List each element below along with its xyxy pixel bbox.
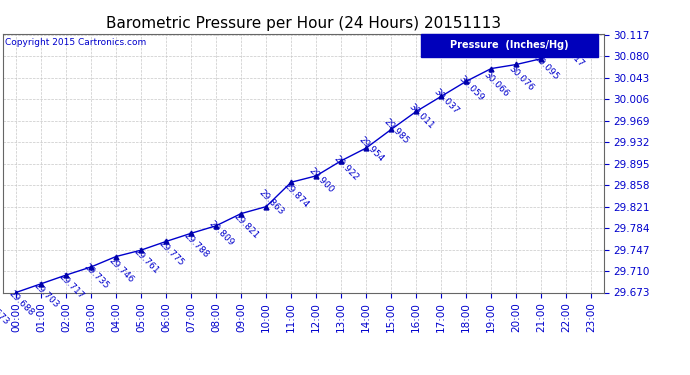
Text: 29.954: 29.954 <box>357 135 386 164</box>
Text: 29.746: 29.746 <box>107 256 135 284</box>
FancyBboxPatch shape <box>421 34 598 57</box>
Text: 29.985: 29.985 <box>382 117 411 146</box>
Text: 29.922: 29.922 <box>332 154 361 182</box>
Text: 30.011: 30.011 <box>407 102 435 131</box>
Text: 29.788: 29.788 <box>182 231 210 260</box>
Text: 29.821: 29.821 <box>232 212 261 241</box>
Text: 30.095: 30.095 <box>532 53 561 82</box>
Text: Copyright 2015 Cartronics.com: Copyright 2015 Cartronics.com <box>6 38 146 46</box>
Title: Barometric Pressure per Hour (24 Hours) 20151113: Barometric Pressure per Hour (24 Hours) … <box>106 16 501 31</box>
Text: 29.735: 29.735 <box>82 262 110 291</box>
Text: 30.076: 30.076 <box>507 64 535 93</box>
Text: 29.673: 29.673 <box>0 298 10 327</box>
Text: 29.717: 29.717 <box>57 273 86 301</box>
Text: 30.037: 30.037 <box>432 87 461 116</box>
Text: 29.688: 29.688 <box>7 290 35 318</box>
Text: 29.874: 29.874 <box>282 182 310 210</box>
Text: 30.066: 30.066 <box>482 70 511 99</box>
Text: 29.863: 29.863 <box>257 188 286 216</box>
Text: Pressure  (Inches/Hg): Pressure (Inches/Hg) <box>450 40 569 50</box>
Text: 30.117: 30.117 <box>557 40 586 69</box>
Text: 29.761: 29.761 <box>132 247 161 276</box>
Text: 30.059: 30.059 <box>457 74 486 103</box>
Text: 29.703: 29.703 <box>32 280 61 309</box>
Text: 29.809: 29.809 <box>207 219 235 248</box>
Text: 29.900: 29.900 <box>307 166 335 195</box>
Text: 29.775: 29.775 <box>157 239 186 267</box>
